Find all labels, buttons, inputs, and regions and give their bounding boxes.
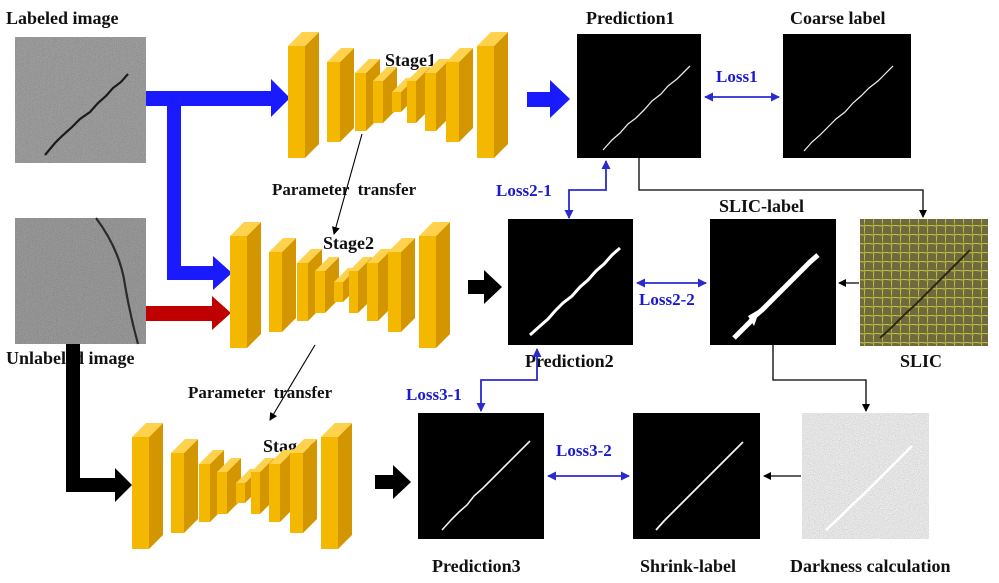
coarse-label-label: Coarse label — [790, 8, 885, 28]
stage1-block-2 — [327, 48, 354, 142]
stage1-label: Stage1 — [385, 50, 436, 70]
stage1-block-1 — [288, 32, 319, 158]
slic-caption: SLIC — [900, 351, 942, 371]
loss2-1-arrow — [564, 160, 611, 219]
parameter-transfer-2-label: Parameter transfer — [188, 383, 333, 402]
stage3-block-8 — [290, 439, 317, 533]
stage2-block-8 — [388, 238, 415, 332]
parameter-transfer-1-arrow — [332, 133, 363, 235]
stage2-output-arrow — [468, 270, 502, 304]
slic-label-to-darkness-connector — [772, 345, 870, 412]
loss3-2-label: Loss3-2 — [556, 441, 612, 460]
stage1-block-8 — [446, 48, 473, 142]
stage3-block-9 — [321, 423, 352, 549]
loss2-2-label: Loss2-2 — [639, 290, 695, 309]
stage2-block-9 — [419, 222, 450, 348]
prediction2-label: Prediction2 — [525, 351, 614, 371]
prediction3-label: Prediction3 — [432, 556, 521, 576]
prediction2-image — [508, 219, 633, 345]
parameter-transfer-1-label: Parameter transfer — [272, 180, 417, 199]
loss3-1-arrow — [476, 348, 542, 412]
slic-image — [860, 219, 988, 346]
coarse-label-image — [783, 34, 911, 158]
labeled-image-label: Labeled image — [6, 8, 119, 28]
stage3-network-blocks-icon — [132, 423, 352, 549]
labeled-to-stage2-arrow — [167, 91, 232, 290]
stage2-label: Stage2 — [323, 233, 374, 253]
labeled-image — [15, 37, 146, 163]
slic-label-image — [710, 219, 836, 345]
prediction1-label: Prediction1 — [586, 8, 675, 28]
stage3-block-1 — [132, 423, 163, 549]
unlabeled-to-stage2-arrow — [146, 296, 231, 330]
prediction1-to-slic-connector — [638, 158, 927, 218]
loss3-1-label: Loss3-1 — [406, 385, 462, 404]
parameter-transfer-2-arrow — [269, 344, 316, 421]
loss1-label: Loss1 — [716, 67, 758, 86]
unlabeled-to-stage3-arrow — [66, 344, 132, 502]
stage2-network-blocks-icon — [230, 222, 450, 348]
prediction1-image — [577, 34, 701, 158]
shrink-label-label: Shrink-label — [640, 556, 736, 576]
darkness-calculation-image — [802, 413, 929, 539]
prediction3-image — [418, 413, 544, 539]
stage1-output-arrow — [527, 80, 570, 118]
loss2-1-label: Loss2-1 — [496, 181, 552, 200]
shrink-label-image — [633, 413, 760, 539]
stage3-output-arrow — [375, 465, 411, 499]
stage3-block-2 — [171, 439, 198, 533]
darkness-calculation-label: Darkness calculation — [790, 556, 951, 576]
stage1-network-blocks-icon — [288, 32, 508, 158]
slic-label-label: SLIC-label — [719, 196, 804, 216]
stage1-block-9 — [477, 32, 508, 158]
stage2-block-2 — [269, 238, 296, 332]
unlabeled-image — [15, 217, 146, 345]
stage2-block-1 — [230, 222, 261, 348]
